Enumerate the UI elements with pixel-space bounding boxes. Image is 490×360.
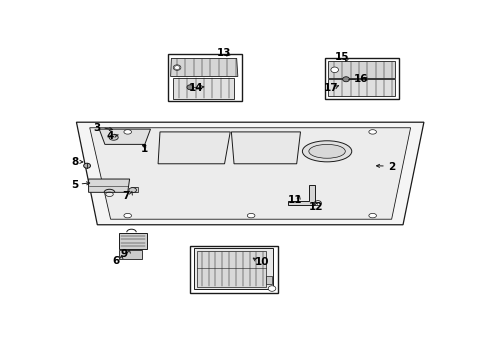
Text: 2: 2 [388, 162, 395, 172]
Ellipse shape [331, 67, 339, 73]
Text: 15: 15 [335, 52, 349, 62]
Text: 13: 13 [217, 48, 232, 58]
Polygon shape [90, 128, 411, 219]
Bar [267, 276, 272, 284]
Polygon shape [328, 62, 394, 78]
Text: 1: 1 [141, 144, 148, 153]
Text: 17: 17 [323, 82, 338, 93]
Polygon shape [231, 132, 300, 164]
Text: 7: 7 [122, 191, 129, 201]
Text: 11: 11 [288, 195, 302, 205]
Text: 6: 6 [113, 256, 120, 266]
Text: 4: 4 [107, 131, 114, 141]
Polygon shape [99, 129, 150, 144]
Ellipse shape [247, 213, 255, 218]
Text: 16: 16 [354, 74, 368, 84]
Ellipse shape [124, 130, 131, 134]
Ellipse shape [109, 135, 118, 140]
Polygon shape [288, 185, 315, 205]
Ellipse shape [302, 141, 352, 162]
Polygon shape [158, 132, 230, 164]
Text: 5: 5 [71, 180, 78, 190]
Polygon shape [120, 250, 142, 260]
Polygon shape [119, 233, 147, 249]
Polygon shape [173, 78, 234, 99]
Ellipse shape [343, 77, 349, 82]
Text: 12: 12 [308, 202, 323, 212]
Polygon shape [76, 122, 424, 225]
Polygon shape [171, 58, 238, 76]
Text: 3: 3 [94, 123, 101, 133]
Ellipse shape [124, 213, 131, 218]
Ellipse shape [187, 85, 194, 90]
Polygon shape [197, 251, 266, 287]
Bar [168, 54, 242, 102]
Polygon shape [328, 79, 394, 96]
Text: 14: 14 [189, 82, 203, 93]
Text: 9: 9 [121, 249, 127, 259]
Text: 10: 10 [255, 257, 270, 267]
Ellipse shape [173, 65, 181, 70]
Bar [131, 187, 138, 192]
Bar [325, 58, 399, 99]
Ellipse shape [309, 144, 345, 158]
Ellipse shape [268, 286, 276, 291]
Polygon shape [89, 179, 129, 192]
Ellipse shape [369, 213, 376, 218]
Ellipse shape [129, 188, 136, 193]
Bar [190, 246, 278, 293]
Text: 8: 8 [71, 157, 78, 167]
Polygon shape [194, 248, 273, 289]
Ellipse shape [84, 163, 91, 168]
Ellipse shape [369, 130, 376, 134]
Ellipse shape [315, 201, 321, 206]
